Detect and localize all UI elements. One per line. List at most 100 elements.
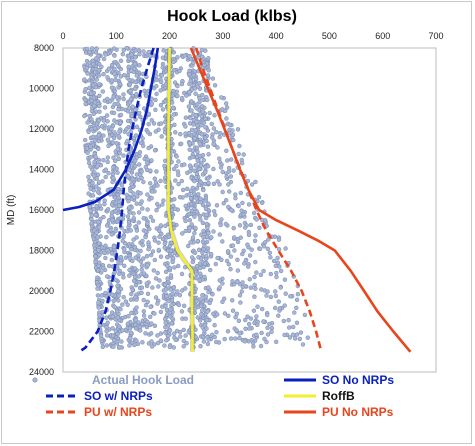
hook-load-marker <box>153 276 159 281</box>
hook-load-marker <box>206 201 211 206</box>
hook-load-marker <box>158 178 163 184</box>
hook-load-marker <box>125 214 131 219</box>
hook-load-marker <box>200 220 206 226</box>
hook-load-marker <box>161 198 166 203</box>
hook-load-marker <box>143 164 149 170</box>
hook-load-marker <box>278 268 284 274</box>
hook-load-marker <box>199 303 204 309</box>
hook-load-marker <box>88 144 93 149</box>
hook-load-marker <box>215 179 220 184</box>
hook-load-marker <box>183 115 189 120</box>
hook-load-marker <box>209 235 214 240</box>
series-line-pu-no-nrps <box>189 47 412 353</box>
hook-load-marker <box>144 93 149 99</box>
hook-load-marker <box>112 158 118 164</box>
hook-load-marker <box>118 58 124 63</box>
hook-load-marker <box>91 95 97 100</box>
hook-load-marker <box>105 96 110 102</box>
hook-load-marker <box>189 255 195 260</box>
legend-label: SO No NRPs <box>322 373 394 387</box>
hook-load-marker <box>156 240 161 245</box>
hook-load-marker <box>112 71 117 76</box>
hook-load-marker <box>215 145 220 150</box>
hook-load-marker <box>194 298 199 304</box>
hook-load-marker <box>205 97 210 103</box>
hook-load-marker <box>203 170 208 175</box>
hook-load-marker <box>179 178 185 184</box>
hook-load-marker <box>114 95 120 100</box>
hook-load-marker <box>252 274 257 280</box>
hook-load-marker <box>134 172 140 177</box>
hook-load-marker <box>229 157 234 162</box>
hook-load-marker <box>144 324 150 330</box>
hook-load-marker <box>139 290 144 295</box>
hook-load-marker <box>245 242 250 247</box>
hook-load-marker <box>274 270 279 276</box>
hook-load-marker <box>206 152 211 157</box>
hook-load-marker <box>237 293 243 298</box>
hook-load-marker <box>104 274 110 279</box>
hook-load-marker <box>187 192 192 197</box>
hook-load-marker <box>140 206 145 211</box>
hook-load-marker <box>116 195 121 201</box>
hook-load-marker <box>211 141 216 147</box>
hook-load-marker <box>126 220 132 225</box>
hook-load-marker <box>92 126 98 131</box>
hook-load-marker <box>100 298 105 303</box>
hook-load-marker <box>287 325 292 330</box>
hook-load-marker <box>226 169 232 174</box>
hook-load-marker <box>255 322 260 327</box>
hook-load-marker <box>160 202 165 207</box>
hook-load-marker <box>265 312 270 318</box>
hook-load-marker <box>278 285 283 290</box>
hook-load-marker <box>204 298 209 303</box>
hook-load-marker <box>150 285 155 290</box>
hook-load-marker <box>204 212 209 218</box>
hook-load-marker <box>108 228 113 233</box>
hook-load-marker <box>192 250 198 256</box>
hook-load-marker <box>121 153 126 158</box>
hook-load-marker <box>209 121 215 127</box>
hook-load-marker <box>145 263 150 268</box>
x-tick-label: 600 <box>375 31 390 41</box>
hook-load-marker <box>187 218 193 223</box>
hook-load-marker <box>177 293 183 298</box>
hook-load-marker <box>163 330 168 335</box>
hook-load-marker <box>113 228 118 234</box>
hook-load-marker <box>116 271 122 276</box>
hook-load-marker <box>179 309 185 314</box>
hook-load-marker <box>200 202 206 208</box>
hook-load-marker <box>171 59 176 65</box>
hook-load-marker <box>149 344 155 349</box>
hook-load-marker <box>194 171 200 177</box>
hook-load-marker <box>136 210 142 215</box>
hook-load-marker <box>91 173 97 178</box>
hook-load-marker <box>192 136 197 141</box>
hook-load-marker <box>116 134 122 139</box>
hook-load-marker <box>155 270 160 276</box>
hook-load-marker <box>111 110 117 116</box>
hook-load-marker <box>173 178 178 183</box>
hook-load-marker <box>99 293 104 298</box>
hook-load-marker <box>204 253 209 259</box>
hook-load-marker <box>230 298 235 303</box>
hook-load-marker <box>193 91 198 96</box>
hook-load-marker <box>200 239 206 244</box>
hook-load-marker <box>128 291 134 297</box>
hook-load-marker <box>236 203 241 209</box>
hook-load-marker <box>104 235 109 240</box>
hook-load-marker <box>95 164 100 169</box>
hook-load-marker <box>227 122 233 128</box>
hook-load-marker <box>101 265 106 271</box>
hook-load-marker <box>110 217 115 223</box>
hook-load-marker <box>121 295 126 300</box>
hook-load-marker <box>118 112 124 118</box>
hook-load-marker <box>200 308 205 313</box>
hook-load-marker <box>115 147 121 152</box>
hook-load-marker <box>169 149 175 154</box>
hook-load-marker <box>172 122 177 128</box>
hook-load-marker <box>149 118 155 123</box>
hook-load-marker <box>127 326 133 331</box>
hook-load-marker <box>111 244 117 249</box>
hook-load-marker <box>171 88 176 94</box>
